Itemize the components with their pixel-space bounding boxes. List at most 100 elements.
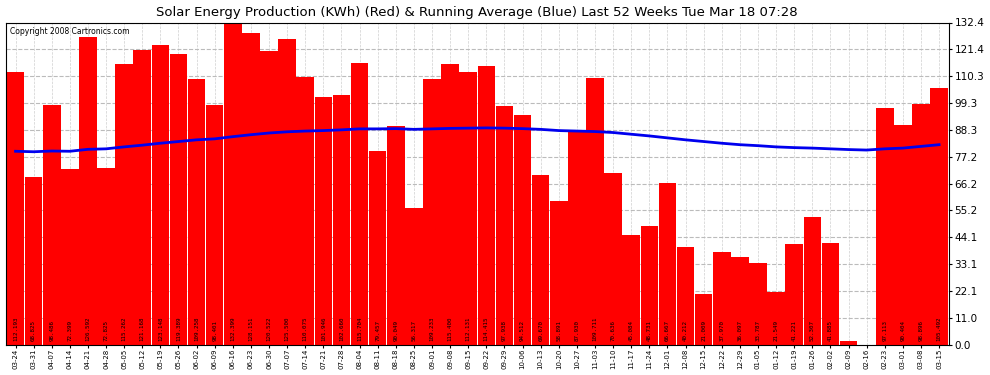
Bar: [623, 235, 640, 345]
Bar: [224, 22, 242, 345]
Text: 41.885: 41.885: [828, 320, 833, 341]
Text: 45.084: 45.084: [629, 320, 634, 341]
Text: 72.825: 72.825: [104, 320, 109, 341]
Text: 21.549: 21.549: [773, 320, 778, 341]
Text: 112.131: 112.131: [465, 316, 470, 341]
Bar: [876, 108, 894, 345]
Bar: [822, 243, 840, 345]
Text: 112.193: 112.193: [13, 316, 18, 341]
Text: 115.704: 115.704: [357, 316, 362, 341]
Text: 41.221: 41.221: [792, 320, 797, 341]
Bar: [43, 105, 60, 345]
Bar: [767, 292, 785, 345]
Text: 120.522: 120.522: [266, 316, 271, 341]
Text: 68.825: 68.825: [31, 320, 36, 341]
Bar: [278, 39, 296, 345]
Bar: [116, 64, 133, 345]
Title: Solar Energy Production (KWh) (Red) & Running Average (Blue) Last 52 Weeks Tue M: Solar Energy Production (KWh) (Red) & Ru…: [156, 6, 798, 18]
Text: 98.896: 98.896: [919, 320, 924, 341]
Bar: [134, 50, 151, 345]
Text: 126.592: 126.592: [85, 316, 90, 341]
Bar: [61, 168, 78, 345]
Text: 132.399: 132.399: [231, 316, 236, 341]
Text: 72.399: 72.399: [67, 320, 72, 341]
Bar: [7, 72, 25, 345]
Text: 121.168: 121.168: [140, 316, 145, 341]
Bar: [731, 257, 748, 345]
Bar: [641, 226, 658, 345]
Bar: [442, 64, 459, 345]
Text: 110.075: 110.075: [303, 316, 308, 341]
Bar: [350, 63, 368, 345]
Bar: [296, 77, 314, 345]
Bar: [658, 183, 676, 345]
Text: 109.233: 109.233: [430, 316, 435, 341]
Text: 115.262: 115.262: [122, 316, 127, 341]
Text: 109.711: 109.711: [592, 316, 598, 341]
Bar: [315, 97, 332, 345]
Bar: [79, 37, 97, 345]
Text: 37.970: 37.970: [720, 320, 725, 341]
Bar: [785, 244, 803, 345]
Bar: [532, 175, 549, 345]
Text: 123.148: 123.148: [157, 316, 163, 341]
Bar: [260, 51, 278, 345]
Text: 119.389: 119.389: [176, 316, 181, 341]
Bar: [369, 152, 386, 345]
Bar: [424, 79, 441, 345]
Bar: [477, 66, 495, 345]
Bar: [514, 115, 532, 345]
Text: 125.500: 125.500: [285, 316, 290, 341]
Text: 66.667: 66.667: [665, 320, 670, 341]
Text: 79.457: 79.457: [375, 320, 380, 341]
Bar: [912, 104, 930, 345]
Text: 33.787: 33.787: [755, 320, 760, 341]
Text: 70.636: 70.636: [611, 320, 616, 341]
Bar: [333, 95, 350, 345]
Text: 109.258: 109.258: [194, 316, 199, 341]
Bar: [405, 208, 423, 345]
Bar: [568, 131, 586, 345]
Text: 101.946: 101.946: [321, 316, 326, 341]
Bar: [97, 168, 115, 345]
Bar: [695, 294, 713, 345]
Text: 98.486: 98.486: [50, 320, 54, 341]
Bar: [713, 252, 731, 345]
Bar: [550, 201, 567, 345]
Text: 87.930: 87.930: [574, 320, 579, 341]
Text: 128.151: 128.151: [248, 316, 253, 341]
Bar: [931, 88, 947, 345]
Bar: [188, 79, 205, 345]
Text: 48.731: 48.731: [646, 320, 651, 341]
Text: 58.891: 58.891: [556, 320, 561, 341]
Text: 69.670: 69.670: [539, 320, 544, 341]
Text: 105.492: 105.492: [937, 316, 941, 341]
Bar: [894, 125, 912, 345]
Bar: [25, 177, 43, 345]
Bar: [387, 126, 405, 345]
Text: 21.009: 21.009: [701, 320, 706, 341]
Bar: [206, 105, 224, 345]
Bar: [749, 262, 766, 345]
Text: 90.404: 90.404: [900, 320, 905, 341]
Bar: [677, 247, 694, 345]
Text: Copyright 2008 Cartronics.com: Copyright 2008 Cartronics.com: [10, 27, 130, 36]
Text: 90.049: 90.049: [393, 320, 398, 341]
Bar: [586, 78, 604, 345]
Text: 97.938: 97.938: [502, 320, 507, 341]
Text: 102.660: 102.660: [339, 316, 344, 341]
Bar: [151, 45, 169, 345]
Bar: [604, 173, 622, 345]
Text: 98.401: 98.401: [212, 320, 217, 341]
Bar: [804, 217, 821, 345]
Bar: [243, 33, 259, 345]
Bar: [496, 106, 513, 345]
Text: 40.212: 40.212: [683, 320, 688, 341]
Text: 94.512: 94.512: [520, 320, 525, 341]
Bar: [840, 341, 857, 345]
Text: 52.307: 52.307: [810, 320, 815, 341]
Text: 115.400: 115.400: [447, 316, 452, 341]
Text: 97.113: 97.113: [882, 320, 887, 341]
Text: 114.415: 114.415: [484, 316, 489, 341]
Text: 56.317: 56.317: [412, 320, 417, 341]
